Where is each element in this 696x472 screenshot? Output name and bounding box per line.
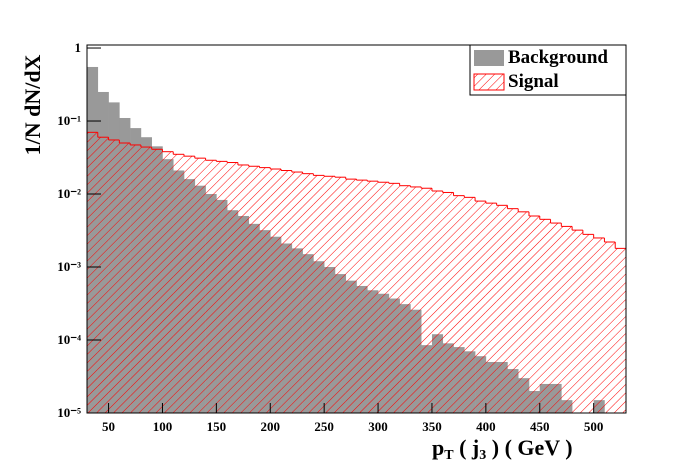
bar [281,170,292,413]
bar [367,181,379,413]
bar [582,234,594,413]
bar [162,151,174,414]
bar [572,230,583,413]
legend-swatch [473,73,505,91]
bar [324,176,335,413]
bar [453,195,465,413]
bar [140,147,152,413]
bar [97,137,109,414]
x-tick-label: 250 [314,419,334,434]
bar [593,237,605,413]
legend-label: Background [508,47,608,68]
y-tick-label: 10⁻⁴ [57,332,81,347]
bar [216,161,228,413]
bar [528,215,540,413]
bar [442,192,454,413]
bar [205,160,217,413]
bar [496,205,508,413]
x-tick-label: 50 [102,419,115,434]
x-tick-label: 400 [476,419,496,434]
bar [173,154,185,413]
bar [561,226,573,413]
legend-label: Signal [508,71,559,92]
bar [410,186,422,413]
bar [550,223,562,413]
x-axis-label: pT ( j3 ) ( GeV ) [432,435,573,463]
bar [615,248,626,413]
y-tick-label: 10⁻³ [57,259,81,274]
bar [291,172,303,413]
bar [518,211,529,413]
y-tick-label: 10⁻⁵ [57,405,81,420]
x-axis-label-part: ( j [454,435,480,460]
y-axis-label: 1/N dN/dX [20,54,45,155]
bar [227,162,238,413]
x-tick-label: 200 [261,419,281,434]
legend-swatch [474,50,504,66]
bar [151,149,163,414]
bar [313,175,325,413]
plot-frame [86,44,627,414]
bar [248,166,260,413]
bar [475,201,486,413]
y-tick-label: 1 [75,40,82,55]
bar [259,167,271,413]
bar [334,177,346,413]
bar [378,182,389,413]
bar [421,188,432,413]
bar [431,190,443,413]
x-tick-label: 450 [530,419,550,434]
x-axis-label-part: ) ( GeV ) [486,435,572,460]
x-tick-label: 150 [207,419,227,434]
bar [237,164,249,413]
bar [194,158,206,413]
bar [356,180,368,413]
x-axis-label-part: T [444,448,454,463]
bar [604,242,616,413]
bar [184,156,195,413]
bar [464,197,476,413]
x-axis-label-part: 3 [479,448,486,463]
y-tick-label: 10⁻¹ [57,113,81,128]
bar [388,183,400,413]
bar [270,169,282,413]
bar [119,142,131,413]
bar [399,185,411,413]
x-tick-label: 100 [153,419,173,434]
y-tick-label: 10⁻² [57,186,81,201]
x-axis-label-part: p [432,435,444,460]
bar [87,132,98,413]
bar [302,173,314,413]
x-tick-label: 300 [368,419,388,434]
x-tick-label: 500 [584,419,604,434]
legend: Background Signal [469,44,627,96]
x-tick-label: 350 [422,419,442,434]
bar [485,203,497,413]
bar [507,208,519,413]
bar [345,179,357,413]
bar [130,144,141,413]
bar [108,139,120,413]
bar [539,219,551,413]
